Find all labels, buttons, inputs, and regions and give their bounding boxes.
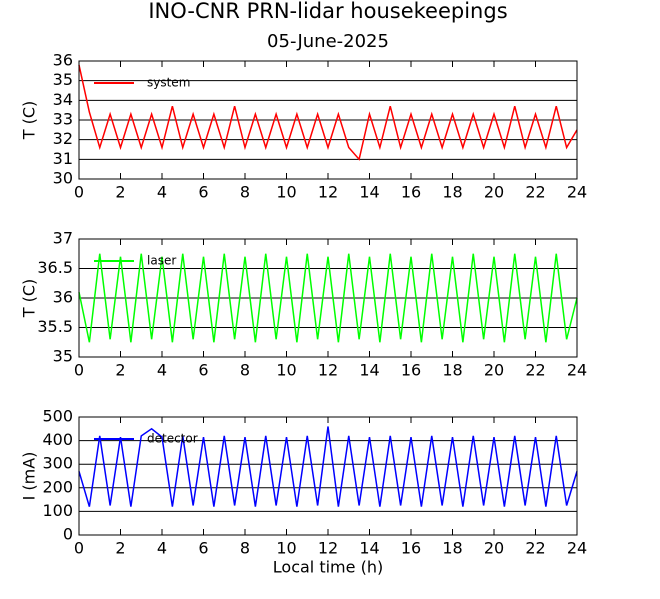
x-tick-label: 0 <box>74 539 84 558</box>
x-tick-label: 2 <box>115 361 125 380</box>
y-tick-label: 35 <box>53 347 73 366</box>
x-tick-label: 0 <box>74 361 84 380</box>
y-tick-label: 33 <box>53 110 73 129</box>
y-tick-label: 36 <box>53 288 73 307</box>
legend-label: laser <box>147 254 176 268</box>
series-line <box>78 253 578 343</box>
chart-title: INO-CNR PRN-lidar housekeepings <box>148 0 507 23</box>
x-tick-label: 24 <box>567 539 587 558</box>
x-tick-label: 4 <box>157 183 167 202</box>
x-tick-label: 8 <box>240 361 250 380</box>
y-tick-label: 300 <box>42 454 73 473</box>
x-tick-label: 10 <box>276 539 296 558</box>
x-tick-label: 2 <box>115 539 125 558</box>
x-tick-label: 0 <box>74 183 84 202</box>
x-tick-label: 18 <box>442 183 462 202</box>
x-tick-label: 18 <box>442 361 462 380</box>
y-tick-label: 0 <box>63 525 73 544</box>
y-tick-label: 500 <box>42 407 73 426</box>
x-tick-label: 14 <box>359 183 379 202</box>
x-tick-label: 24 <box>567 183 587 202</box>
x-tick-label: 14 <box>359 361 379 380</box>
y-tick-label: 30 <box>53 169 73 188</box>
x-tick-label: 16 <box>401 539 421 558</box>
x-tick-label: 24 <box>567 361 587 380</box>
y-tick-label: 36.5 <box>37 258 73 277</box>
plot-frame <box>78 416 578 536</box>
x-tick-label: 2 <box>115 183 125 202</box>
x-tick-label: 6 <box>198 539 208 558</box>
y-tick-label: 35.5 <box>37 317 73 336</box>
plot-frame <box>78 238 578 358</box>
series-line <box>78 426 578 507</box>
x-tick-label: 16 <box>401 361 421 380</box>
x-tick-label: 8 <box>240 539 250 558</box>
y-axis-label: I (mA) <box>20 452 39 501</box>
x-tick-label: 20 <box>484 539 504 558</box>
y-axis-label: T (C) <box>20 279 39 319</box>
x-tick-label: 6 <box>198 183 208 202</box>
legend-label: system <box>147 76 190 90</box>
x-tick-label: 12 <box>318 361 338 380</box>
legend-label: detector <box>147 432 198 446</box>
x-tick-label: 12 <box>318 539 338 558</box>
y-tick-label: 36 <box>53 51 73 70</box>
x-axis-label: Local time (h) <box>273 558 383 577</box>
x-tick-label: 14 <box>359 539 379 558</box>
x-tick-label: 12 <box>318 183 338 202</box>
x-tick-label: 4 <box>157 539 167 558</box>
x-tick-label: 16 <box>401 183 421 202</box>
x-tick-label: 10 <box>276 361 296 380</box>
x-tick-label: 4 <box>157 361 167 380</box>
x-tick-label: 18 <box>442 539 462 558</box>
x-tick-label: 22 <box>525 183 545 202</box>
y-tick-label: 35 <box>53 70 73 89</box>
x-tick-label: 8 <box>240 183 250 202</box>
x-tick-label: 20 <box>484 183 504 202</box>
y-axis-label: T (C) <box>20 101 39 141</box>
series-line <box>78 64 578 161</box>
y-tick-label: 400 <box>42 430 73 449</box>
x-tick-label: 10 <box>276 183 296 202</box>
y-tick-label: 37 <box>53 229 73 248</box>
x-tick-label: 20 <box>484 361 504 380</box>
y-tick-label: 32 <box>53 129 73 148</box>
y-tick-label: 200 <box>42 477 73 496</box>
y-tick-label: 100 <box>42 501 73 520</box>
y-tick-label: 31 <box>53 149 73 168</box>
x-tick-label: 22 <box>525 539 545 558</box>
plot-frame <box>78 60 578 180</box>
x-tick-label: 6 <box>198 361 208 380</box>
chart-subtitle: 05-June-2025 <box>267 31 389 52</box>
y-tick-label: 34 <box>53 90 73 109</box>
x-tick-label: 22 <box>525 361 545 380</box>
